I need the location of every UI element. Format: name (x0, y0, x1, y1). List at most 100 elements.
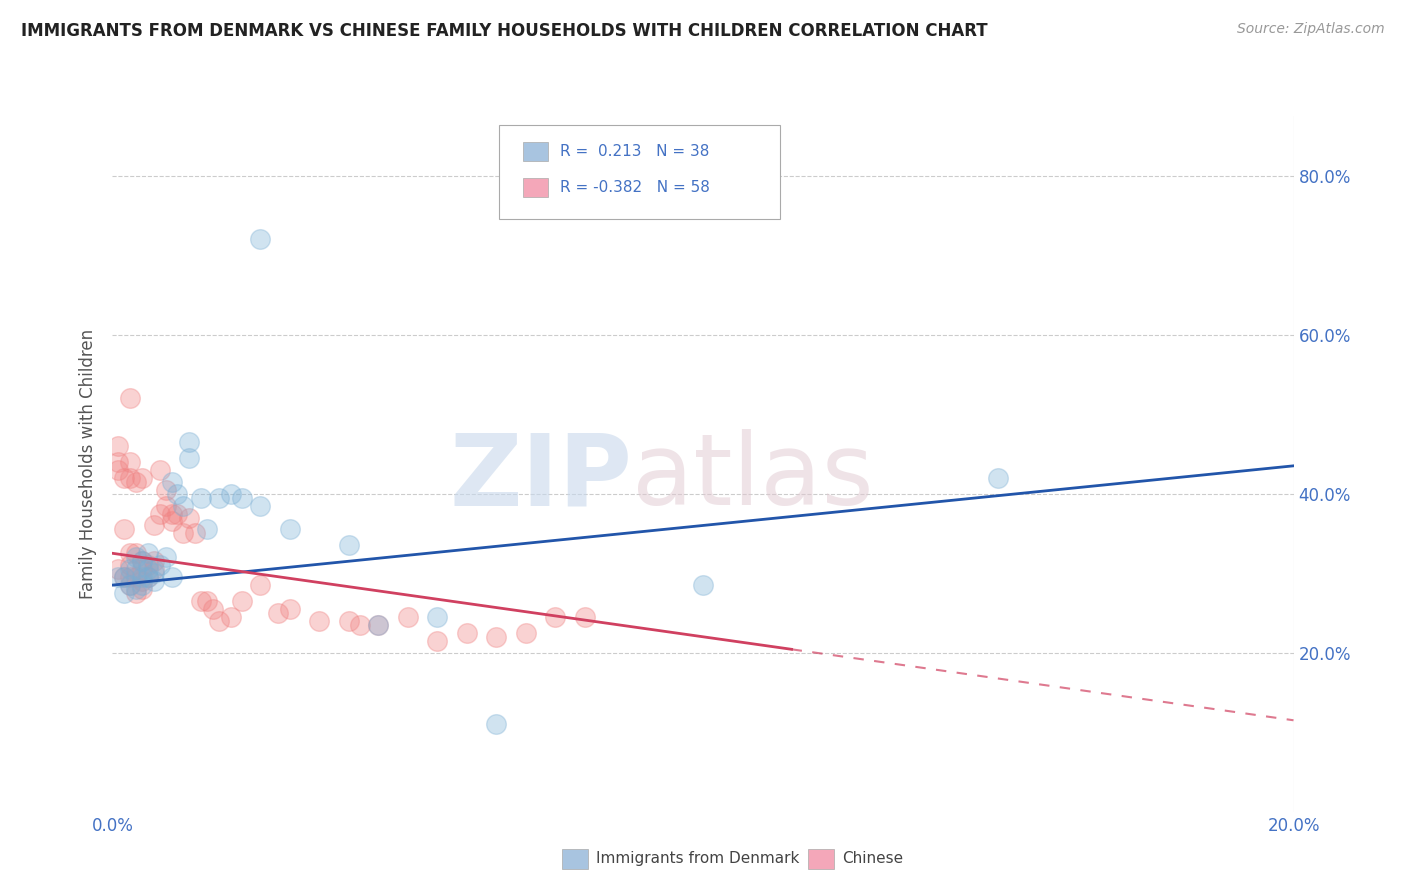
Text: Immigrants from Denmark: Immigrants from Denmark (596, 851, 800, 865)
Point (112, 471, 135, 485)
Point (231, 491, 253, 505)
Point (426, 610, 449, 624)
Point (249, 232, 271, 246)
Point (544, 610, 567, 624)
Point (201, 602, 224, 616)
Point (136, 570, 159, 584)
Point (120, 578, 142, 592)
Point (308, 614, 330, 628)
Point (142, 554, 165, 568)
Point (160, 507, 183, 521)
Point (195, 523, 218, 537)
Text: Source: ZipAtlas.com: Source: ZipAtlas.com (1237, 22, 1385, 37)
Point (125, 562, 148, 576)
Point (149, 558, 172, 573)
Point (172, 499, 194, 513)
Point (112, 586, 135, 600)
Point (692, 578, 714, 592)
Point (131, 570, 153, 584)
Point (131, 554, 153, 568)
Point (337, 614, 360, 628)
Point (120, 578, 142, 592)
Point (142, 562, 165, 576)
Point (278, 523, 301, 537)
Point (574, 610, 596, 624)
Point (120, 562, 142, 576)
Point (515, 625, 537, 640)
Point (125, 546, 148, 560)
Text: R =  0.213   N = 38: R = 0.213 N = 38 (560, 145, 709, 159)
Point (120, 570, 142, 584)
Point (125, 582, 148, 596)
Point (179, 434, 201, 449)
Point (125, 475, 148, 489)
Point (278, 602, 301, 616)
Point (184, 526, 207, 541)
Point (120, 471, 142, 485)
Point (142, 574, 165, 588)
Point (112, 570, 135, 584)
Text: R = -0.382   N = 58: R = -0.382 N = 58 (560, 180, 710, 194)
Point (112, 570, 135, 584)
Point (149, 507, 172, 521)
Point (396, 610, 419, 624)
Point (367, 618, 389, 632)
Text: Chinese: Chinese (842, 851, 903, 865)
Point (131, 554, 153, 568)
Point (131, 562, 153, 576)
Point (136, 562, 159, 576)
Point (131, 578, 153, 592)
Point (142, 518, 165, 533)
Point (485, 717, 508, 731)
Point (120, 558, 142, 573)
Point (120, 455, 142, 469)
Point (136, 558, 159, 573)
Point (456, 625, 478, 640)
Point (136, 570, 159, 584)
Point (190, 491, 212, 505)
Point (142, 566, 165, 581)
Point (131, 471, 153, 485)
Point (125, 586, 148, 600)
Text: ZIP: ZIP (450, 429, 633, 526)
Point (172, 526, 194, 541)
Point (155, 550, 177, 565)
Point (179, 450, 201, 465)
Point (149, 463, 172, 477)
Point (219, 486, 242, 500)
Point (166, 507, 188, 521)
Point (367, 618, 389, 632)
Text: atlas: atlas (633, 429, 873, 526)
Point (155, 483, 177, 497)
Point (190, 594, 212, 608)
Point (249, 578, 271, 592)
Point (131, 574, 153, 588)
Point (107, 463, 129, 477)
Point (179, 510, 201, 524)
Point (160, 475, 183, 489)
Point (166, 486, 188, 500)
Point (208, 491, 231, 505)
Point (136, 546, 159, 560)
Point (160, 570, 183, 584)
Point (120, 391, 142, 405)
Point (160, 515, 183, 529)
Point (120, 546, 142, 560)
Point (107, 439, 129, 453)
Point (267, 606, 290, 620)
Y-axis label: Family Households with Children: Family Households with Children (79, 329, 97, 599)
Point (426, 633, 449, 648)
Point (131, 582, 153, 596)
Point (107, 455, 129, 469)
Point (125, 550, 148, 565)
Point (155, 499, 177, 513)
Point (107, 562, 129, 576)
Point (337, 538, 360, 552)
Point (231, 594, 253, 608)
Point (125, 570, 148, 584)
Point (249, 499, 271, 513)
Point (107, 570, 129, 584)
Point (219, 610, 242, 624)
Point (349, 618, 371, 632)
Point (485, 630, 508, 644)
